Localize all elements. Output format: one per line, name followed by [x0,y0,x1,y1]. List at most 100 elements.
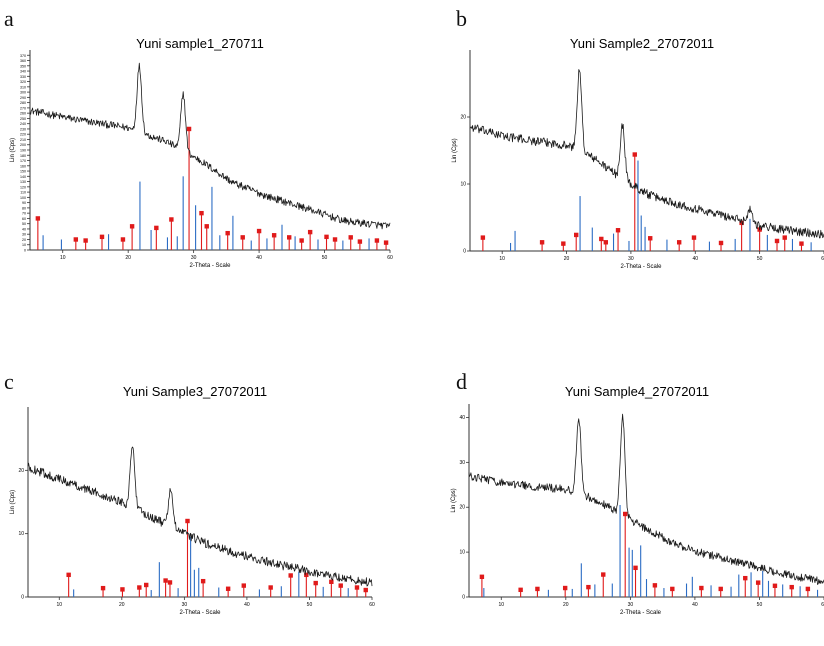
reference-marker [676,240,682,245]
reference-marker [789,584,794,590]
reference-marker [137,585,142,590]
y-tick-label: 150 [20,170,26,174]
reference-marker [354,585,360,590]
y-tick-label: 320 [20,80,26,84]
y-axis-label: Lin (Cps) [451,488,457,512]
chart-title: Yuni Sample4_27072011 [565,384,709,399]
reference-marker [256,228,262,234]
y-tick-label: 40 [22,227,26,231]
reference-marker [225,586,231,591]
panel-c: c Yuni Sample3_27072011 0 10 20 10 20 30 40 50 60… [0,323,412,646]
x-tick-label: 10 [56,602,62,608]
reference-marker [739,220,744,226]
x-tick-label: 50 [757,602,763,608]
reference-marker [633,565,638,571]
x-tick-label: 20 [125,255,131,261]
reference-marker [99,234,105,240]
reference-marker [66,572,71,578]
reference-marker [539,240,545,245]
reference-marker [648,236,653,241]
y-tick-label: 280 [20,101,26,105]
y-tick-label: 50 [22,222,26,226]
y-axis-label: Lin (Cps) [10,490,16,514]
reference-marker [199,210,204,216]
y-tick-label: 140 [20,175,26,179]
reference-marker [562,585,568,591]
reference-marker [169,217,174,222]
x-axis-label: 2-Theta - Scale [620,264,662,270]
y-tick-label: 190 [20,149,26,153]
x-tick-label: 30 [182,602,188,608]
y-tick-label: 270 [20,106,26,110]
y-tick-label: 290 [20,96,26,100]
reference-marker [332,237,338,242]
y-tick-label: 340 [20,70,26,74]
y-tick-label: 90 [22,201,26,205]
reference-marker [324,234,329,240]
y-tick-label: 120 [20,185,26,189]
reference-marker [799,241,804,246]
x-tick-label: 10 [498,602,504,608]
reference-marker [603,240,609,245]
reference-marker [374,238,380,243]
xrd-chart-c: Yuni Sample3_27072011 0 10 20 10 20 30 40 50 60 2-… [10,384,375,616]
reference-marker [599,236,604,242]
y-tick-label: 360 [20,59,26,63]
reference-marker [383,240,389,245]
y-tick-label: 40 [459,415,465,421]
reference-marker [204,224,209,229]
reference-marker [186,126,192,132]
reference-marker [772,583,778,588]
xrd-chart-b: Yuni Sample2_27072011 0 10 20 10 20 30 40 50 60 2-… [452,36,824,270]
y-tick-label: 10 [460,182,466,188]
y-tick-label: 0 [24,249,26,253]
xrd-pattern-line [29,62,391,230]
y-tick-label: 230 [20,127,26,131]
y-tick-label: 250 [20,117,26,121]
reference-marker [718,586,723,592]
x-tick-label: 30 [628,602,634,608]
y-tick-label: 20 [459,505,465,511]
reference-marker [718,240,724,246]
reference-marker [357,239,363,244]
x-tick-label: 50 [307,602,313,608]
x-tick-label: 10 [499,256,505,262]
panel-label-c: c [4,369,14,394]
reference-marker [167,580,173,585]
x-tick-label: 60 [369,602,375,608]
y-tick-label: 10 [22,243,26,247]
x-axis-label: 2-Theta - Scale [189,263,231,269]
reference-marker [363,587,368,593]
y-tick-label: 240 [20,122,26,126]
reference-marker [129,224,135,229]
reference-marker [329,579,334,584]
xrd-chart-a: Yuni sample1_270711010203040506070809010… [10,36,393,269]
y-tick-label: 80 [22,206,26,210]
y-tick-label: 210 [20,138,26,142]
reference-marker [518,587,523,593]
reference-marker [268,585,273,590]
y-tick-label: 30 [459,460,465,466]
y-tick-label: 20 [18,468,24,474]
y-tick-label: 260 [20,112,26,116]
y-tick-label: 300 [20,91,26,95]
y-tick-label: 180 [20,154,26,158]
reference-marker [304,572,309,578]
x-tick-label: 60 [821,256,824,262]
y-axis-label: Lin (Cps) [452,138,458,162]
y-tick-label: 220 [20,133,26,137]
y-tick-label: 20 [22,238,26,242]
x-tick-label: 10 [60,255,66,261]
y-axis-label: Lin (Cps) [10,138,16,162]
chart-title: Yuni sample1_270711 [136,36,264,51]
x-tick-label: 20 [563,602,569,608]
panel-b: b Yuni Sample2_27072011 0 10 20 10 20 30 40 50 60… [412,0,824,323]
reference-marker [35,216,41,221]
y-tick-label: 0 [21,595,24,601]
reference-marker [632,152,637,157]
reference-marker [782,235,787,240]
y-tick-label: 60 [22,217,26,221]
y-tick-label: 350 [20,64,26,68]
x-tick-label: 60 [387,255,393,261]
reference-marker [338,583,343,588]
